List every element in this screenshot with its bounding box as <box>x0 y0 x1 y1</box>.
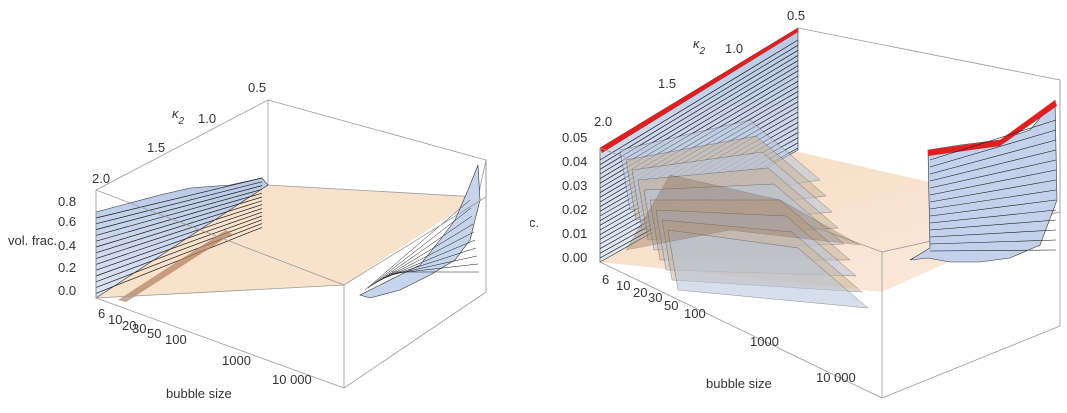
y-tick-label: 0.04 <box>562 154 587 169</box>
x-tick-label: 30 <box>648 290 662 305</box>
contour-line <box>929 219 1057 231</box>
x-tick-label: 20 <box>633 285 647 300</box>
contour-line <box>95 185 263 230</box>
contour-line <box>929 249 1057 252</box>
ridge-surface <box>625 174 861 251</box>
ridge-surface <box>667 229 869 309</box>
x-tick-label: 10 <box>616 278 630 293</box>
contour-line <box>929 159 1057 189</box>
y-tick-label: 0.6 <box>58 214 76 229</box>
contour-line <box>95 204 263 259</box>
y-tick-label: 0.02 <box>562 202 587 217</box>
chart-left: 0.8 0.6 0.4 0.2 0.0 vol. frac. 0.5 1.0 1… <box>0 0 530 408</box>
box-top-front <box>95 189 345 286</box>
x-tick-label: 6 <box>602 272 609 287</box>
chart-right: 0.05 0.04 0.03 0.02 0.01 0.00 vol. frac.… <box>490 0 1067 408</box>
x-tick-label: 10 000 <box>272 372 312 387</box>
contour-line <box>929 189 1057 210</box>
z-tick-label: 1.0 <box>198 111 216 126</box>
x-axis-title: bubble size <box>166 386 232 401</box>
contour-line <box>95 211 263 271</box>
contour-line <box>367 207 472 289</box>
contour-line <box>95 227 263 294</box>
z-axis-title: κ2 <box>693 36 706 57</box>
contour-line <box>929 229 1057 238</box>
contour-line <box>929 149 1057 182</box>
contour-lines-right-cluster <box>364 199 479 291</box>
chart-right-svg: 0.05 0.04 0.03 0.02 0.01 0.00 vol. frac.… <box>490 8 1061 399</box>
contour-line <box>599 44 799 165</box>
x-tick-label: 50 <box>664 298 678 313</box>
contour-line <box>929 239 1057 245</box>
surface-right-cluster <box>909 99 1058 263</box>
contour-line <box>95 200 263 254</box>
x-tick-label: 6 <box>98 306 105 321</box>
y-tick-label: 0.01 <box>562 226 587 241</box>
contour-line <box>929 179 1057 203</box>
x-tick-label: 1000 <box>222 353 251 368</box>
x-tick-label: 1000 <box>750 334 779 349</box>
y-tick-label: 0.4 <box>58 238 76 253</box>
z-tick-label: 2.0 <box>92 171 110 186</box>
y-tick-label: 0.03 <box>562 178 587 193</box>
contour-line <box>95 181 263 225</box>
z-tick-label: 1.0 <box>725 41 743 56</box>
x-tick-label: 100 <box>165 332 187 347</box>
contour-line <box>95 192 263 242</box>
contour-line <box>599 39 799 161</box>
x-tick-label: 20 <box>122 318 136 333</box>
box-back-left-edge <box>95 99 269 191</box>
contour-line <box>929 119 1057 161</box>
z-tick-label: 2.0 <box>594 114 612 129</box>
box-front-right <box>343 291 487 389</box>
x-axis-title: bubble size <box>706 376 772 391</box>
y-tick-label: 0.8 <box>58 194 76 209</box>
contour-line <box>929 169 1057 196</box>
contour-line <box>95 208 263 265</box>
contour-line <box>929 209 1057 224</box>
contour-line <box>929 199 1057 217</box>
contour-line <box>95 177 263 219</box>
z-tick-label: 0.5 <box>787 8 805 23</box>
box-front-bottom-left <box>599 261 883 399</box>
y-tick-label: 0.05 <box>562 130 587 145</box>
contour-line <box>95 223 263 288</box>
y-tick-label: 0.00 <box>562 250 587 265</box>
z-tick-label: 0.5 <box>248 80 266 95</box>
y-tick-label: 0.2 <box>58 260 76 275</box>
peak-ridge <box>600 28 798 153</box>
contour-line <box>95 215 263 277</box>
y-axis-title: vol. frac. <box>8 233 57 248</box>
z-tick-label: 1.5 <box>658 76 676 91</box>
y-axis-title: vol. frac. <box>530 215 539 230</box>
contour-line <box>95 189 263 236</box>
floor-surface <box>96 185 478 298</box>
ridge-surface <box>118 230 232 302</box>
x-tick-label: 30 <box>132 321 146 336</box>
x-tick-label: 10 <box>108 312 122 327</box>
x-tick-label: 100 <box>684 306 706 321</box>
x-tick-label: 50 <box>147 326 161 341</box>
middle-ridge-surfaces <box>619 119 869 309</box>
box-back-bottom <box>267 184 479 198</box>
peak-right <box>928 100 1057 156</box>
contour-line <box>929 129 1057 168</box>
x-tick-label: 10 000 <box>816 370 856 385</box>
contour-lines-left-wall <box>95 177 263 294</box>
y-tick-label: 0.0 <box>58 283 76 298</box>
box-front-bottom <box>95 297 345 389</box>
box-back-right-edge <box>267 99 487 198</box>
chart-left-svg: 0.8 0.6 0.4 0.2 0.0 vol. frac. 0.5 1.0 1… <box>8 80 487 401</box>
contour-line <box>929 139 1057 175</box>
z-tick-label: 1.5 <box>147 140 165 155</box>
contour-line <box>370 215 473 287</box>
contour-lines-right-cluster <box>929 119 1057 252</box>
contour-line <box>95 219 263 283</box>
contour-line <box>364 199 471 291</box>
z-axis-title: κ2 <box>172 106 185 127</box>
box-front-bottom-right <box>881 325 1061 399</box>
contour-line <box>388 263 479 275</box>
